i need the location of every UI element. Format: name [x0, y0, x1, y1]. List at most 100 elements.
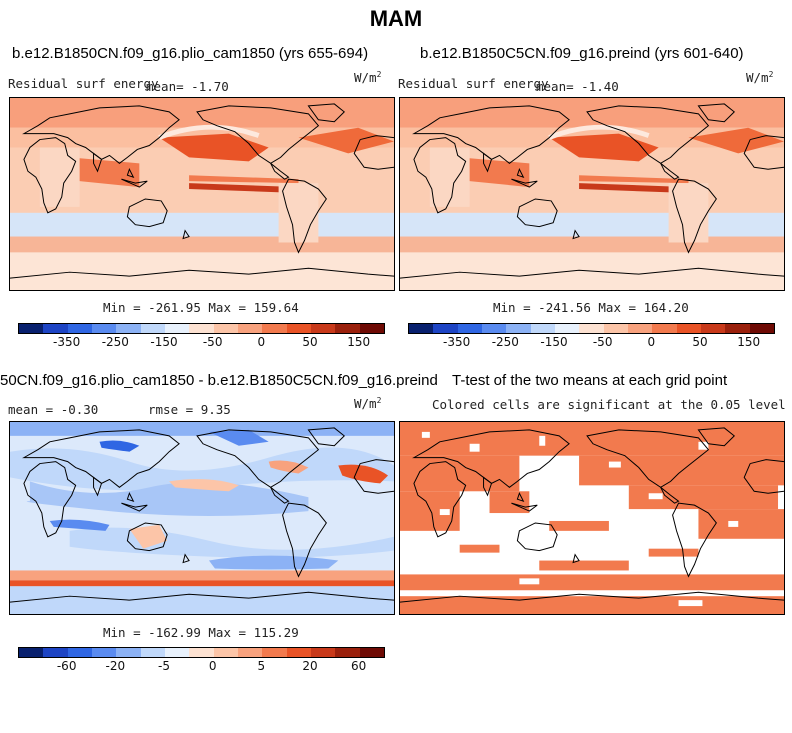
colorbar-tick-label: -250 [491, 335, 519, 349]
colorbar-tick-label: 0 [647, 335, 656, 349]
minmax-top-right: Min = -241.56 Max = 164.20 [493, 300, 689, 315]
colorbar-tick-label: -350 [443, 335, 471, 349]
min-value-top-left: -261.95 [148, 300, 201, 315]
colorbar-swatch [286, 648, 311, 657]
colorbar-tick-label: -250 [101, 335, 129, 349]
colorbar-swatch [164, 324, 190, 333]
colorbar-swatch [433, 324, 458, 333]
map-top-left [9, 97, 395, 291]
minmax-top-left: Min = -261.95 Max = 159.64 [103, 300, 299, 315]
colorbar-swatch [335, 648, 360, 657]
min-value-top-right: -241.56 [538, 300, 591, 315]
colorbar-swatch [164, 648, 190, 657]
mean-value-bottom-left: -0.30 [60, 402, 99, 417]
colorbar-swatch [19, 324, 44, 333]
colorbar-swatch [189, 324, 214, 333]
map-bottom-right [399, 421, 785, 615]
colorbar-tick-label: 60 [351, 659, 367, 673]
colorbar-tick-label: -150 [150, 335, 178, 349]
variable-label-top-left: Residual surf energy [8, 76, 159, 91]
mean-value-top-left: -1.70 [191, 79, 229, 94]
panel-title-top-left: b.e12.B1850CN.f09_g16.plio_cam1850 (yrs … [12, 45, 369, 62]
colorbar-swatch [140, 324, 165, 333]
max-value-top-left: 159.64 [253, 300, 299, 315]
colorbar-swatch [91, 648, 117, 657]
colorbar-swatch [335, 324, 360, 333]
colorbar-top-right [408, 323, 775, 334]
colorbar-swatch [213, 324, 238, 333]
colorbar-ticks-bottom-left: -60 -20 -5 0 5 20 60 [18, 659, 383, 675]
panel-title-bottom-right: T-test of the two means at each grid poi… [452, 372, 728, 389]
colorbar-swatch [67, 324, 92, 333]
colorbar-swatch [140, 648, 165, 657]
mean-label-bottom-left: mean = -0.30 [8, 402, 99, 417]
colorbar-ticks-top-right: -350 -250 -150 -50 0 50 150 [408, 335, 773, 351]
mean-value-top-right: -1.40 [581, 79, 619, 94]
variable-label-top-right: Residual surf energy [398, 76, 549, 91]
units-bottom-left: W/m2 [354, 396, 382, 412]
colorbar-swatch [359, 648, 384, 657]
min-value-bottom-left: -162.99 [148, 625, 201, 640]
colorbar-swatch [652, 324, 677, 333]
colorbar-bottom-left [18, 647, 385, 658]
max-value-top-right: 164.20 [643, 300, 689, 315]
colorbar-swatch [749, 324, 774, 333]
colorbar-tick-label: 50 [302, 335, 318, 349]
colorbar-tick-label: 20 [302, 659, 318, 673]
panel-title-top-right: b.e12.B1850C5CN.f09_g16.preind (yrs 601-… [420, 45, 744, 62]
colorbar-tick-label: 0 [257, 335, 266, 349]
colorbar-swatch [91, 324, 117, 333]
colorbar-tick-label: -50 [202, 335, 223, 349]
colorbar-swatch [603, 324, 628, 333]
colorbar-swatch [262, 324, 287, 333]
colorbar-ticks-top-left: -350 -250 -150 -50 0 50 150 [18, 335, 383, 351]
rmse-label-bottom-left: rmse = 9.35 [148, 402, 231, 417]
colorbar-swatch [725, 324, 750, 333]
mean-label-top-right: mean= -1.40 [536, 79, 619, 94]
colorbar-top-left [18, 323, 385, 334]
mean-label-top-left: mean= -1.70 [146, 79, 229, 94]
colorbar-swatch [359, 324, 384, 333]
colorbar-swatch [554, 324, 580, 333]
colorbar-swatch [262, 648, 287, 657]
units-top-right: W/m2 [746, 70, 774, 86]
colorbar-swatch [676, 324, 701, 333]
colorbar-swatch [310, 324, 336, 333]
colorbar-swatch [530, 324, 555, 333]
colorbar-tick-label: -20 [105, 659, 126, 673]
colorbar-tick-label: 0 [208, 659, 217, 673]
colorbar-swatch [237, 324, 263, 333]
colorbar-swatch [67, 648, 92, 657]
colorbar-swatch [286, 324, 311, 333]
colorbar-tick-label: 150 [737, 335, 761, 349]
colorbar-tick-label: -150 [540, 335, 568, 349]
colorbar-swatch [43, 648, 68, 657]
map-top-right [399, 97, 785, 291]
colorbar-tick-label: 50 [692, 335, 708, 349]
colorbar-swatch [627, 324, 653, 333]
colorbar-swatch [409, 324, 434, 333]
colorbar-swatch [481, 324, 507, 333]
colorbar-swatch [237, 648, 263, 657]
units-top-left: W/m2 [354, 70, 382, 86]
colorbar-swatch [19, 648, 44, 657]
colorbar-tick-label: -5 [158, 659, 170, 673]
colorbar-tick-label: -60 [56, 659, 77, 673]
colorbar-tick-label: -50 [592, 335, 613, 349]
main-title: MAM [369, 6, 423, 31]
colorbar-swatch [700, 324, 726, 333]
colorbar-swatch [116, 324, 141, 333]
colorbar-tick-label: -350 [53, 335, 81, 349]
colorbar-swatch [457, 324, 482, 333]
panel-subtitle-bottom-right: Colored cells are significant at the 0.0… [432, 397, 786, 412]
colorbar-swatch [43, 324, 68, 333]
minmax-bottom-left: Min = -162.99 Max = 115.29 [103, 625, 299, 640]
colorbar-swatch [116, 648, 141, 657]
colorbar-swatch [579, 324, 604, 333]
map-bottom-left [9, 421, 395, 615]
max-value-bottom-left: 115.29 [253, 625, 299, 640]
colorbar-swatch [189, 648, 214, 657]
colorbar-tick-label: 5 [257, 659, 266, 673]
colorbar-tick-label: 150 [347, 335, 371, 349]
colorbar-swatch [310, 648, 336, 657]
